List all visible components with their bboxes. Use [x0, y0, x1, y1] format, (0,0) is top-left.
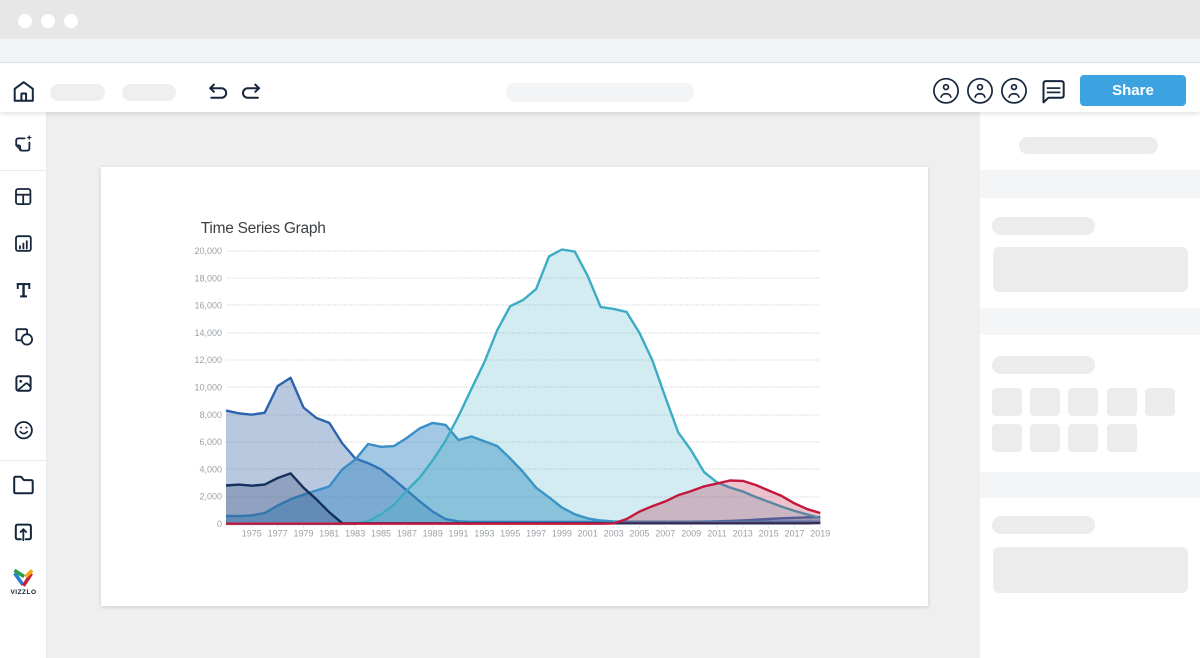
svg-text:1991: 1991 [448, 528, 468, 538]
svg-text:8,000: 8,000 [199, 409, 222, 419]
svg-text:1979: 1979 [293, 528, 313, 538]
svg-text:1981: 1981 [319, 528, 339, 538]
svg-text:2019: 2019 [810, 528, 830, 538]
svg-text:1999: 1999 [552, 528, 572, 538]
svg-text:1997: 1997 [526, 528, 546, 538]
svg-text:0: 0 [217, 519, 222, 529]
svg-text:1983: 1983 [345, 528, 365, 538]
svg-text:2011: 2011 [707, 528, 726, 538]
svg-text:16,000: 16,000 [194, 300, 222, 310]
svg-text:1977: 1977 [268, 528, 288, 538]
svg-text:2003: 2003 [604, 528, 624, 538]
svg-text:1993: 1993 [474, 528, 494, 538]
svg-text:2005: 2005 [629, 528, 649, 538]
svg-text:2017: 2017 [784, 528, 804, 538]
svg-text:1975: 1975 [242, 528, 262, 538]
svg-text:1995: 1995 [500, 528, 520, 538]
svg-text:1987: 1987 [397, 528, 417, 538]
svg-text:20,000: 20,000 [194, 246, 222, 256]
svg-text:2013: 2013 [733, 528, 753, 538]
svg-text:10,000: 10,000 [194, 382, 222, 392]
svg-text:2009: 2009 [681, 528, 701, 538]
svg-text:1985: 1985 [371, 528, 391, 538]
svg-text:18,000: 18,000 [194, 273, 222, 283]
svg-text:2007: 2007 [655, 528, 675, 538]
svg-text:2015: 2015 [759, 528, 779, 538]
svg-text:2,000: 2,000 [199, 491, 222, 501]
svg-text:2001: 2001 [578, 528, 598, 538]
svg-text:6,000: 6,000 [199, 437, 222, 447]
svg-text:1989: 1989 [423, 528, 443, 538]
svg-text:Time Series Graph: Time Series Graph [201, 220, 326, 237]
svg-text:12,000: 12,000 [194, 355, 222, 365]
svg-text:14,000: 14,000 [194, 327, 222, 337]
svg-text:4,000: 4,000 [199, 464, 222, 474]
